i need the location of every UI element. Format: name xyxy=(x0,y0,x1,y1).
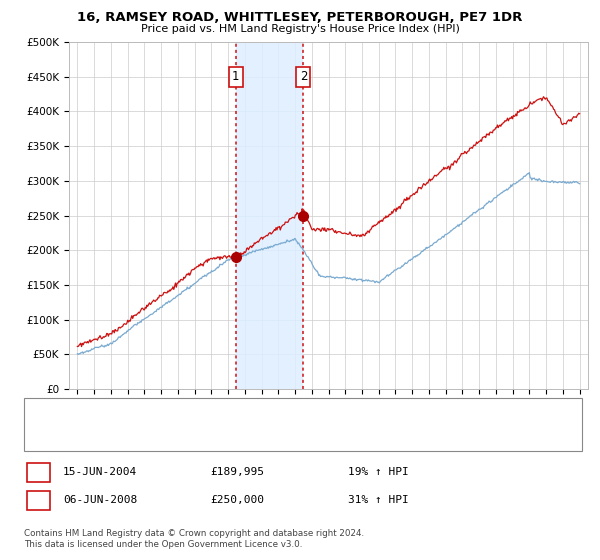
Text: 1: 1 xyxy=(35,467,42,477)
Text: 31% ↑ HPI: 31% ↑ HPI xyxy=(348,495,409,505)
Text: 2: 2 xyxy=(299,70,307,83)
Text: 16, RAMSEY ROAD, WHITTLESEY, PETERBOROUGH, PE7 1DR: 16, RAMSEY ROAD, WHITTLESEY, PETERBOROUG… xyxy=(77,11,523,24)
Text: Contains HM Land Registry data © Crown copyright and database right 2024.
This d: Contains HM Land Registry data © Crown c… xyxy=(24,529,364,549)
Text: 1: 1 xyxy=(232,70,239,83)
Text: £189,995: £189,995 xyxy=(210,467,264,477)
Text: 16, RAMSEY ROAD, WHITTLESEY, PETERBOROUGH, PE7 1DR (detached house): 16, RAMSEY ROAD, WHITTLESEY, PETERBOROUG… xyxy=(69,405,459,416)
Text: 06-JUN-2008: 06-JUN-2008 xyxy=(63,495,137,505)
Bar xyxy=(236,42,304,389)
Text: 15-JUN-2004: 15-JUN-2004 xyxy=(63,467,137,477)
Text: Price paid vs. HM Land Registry's House Price Index (HPI): Price paid vs. HM Land Registry's House … xyxy=(140,24,460,34)
Text: 2: 2 xyxy=(35,495,42,505)
Text: ———: ——— xyxy=(42,404,79,417)
Text: 19% ↑ HPI: 19% ↑ HPI xyxy=(348,467,409,477)
Text: £250,000: £250,000 xyxy=(210,495,264,505)
Text: HPI: Average price, detached house, Fenland: HPI: Average price, detached house, Fenl… xyxy=(69,433,293,443)
Text: ———: ——— xyxy=(42,431,79,445)
